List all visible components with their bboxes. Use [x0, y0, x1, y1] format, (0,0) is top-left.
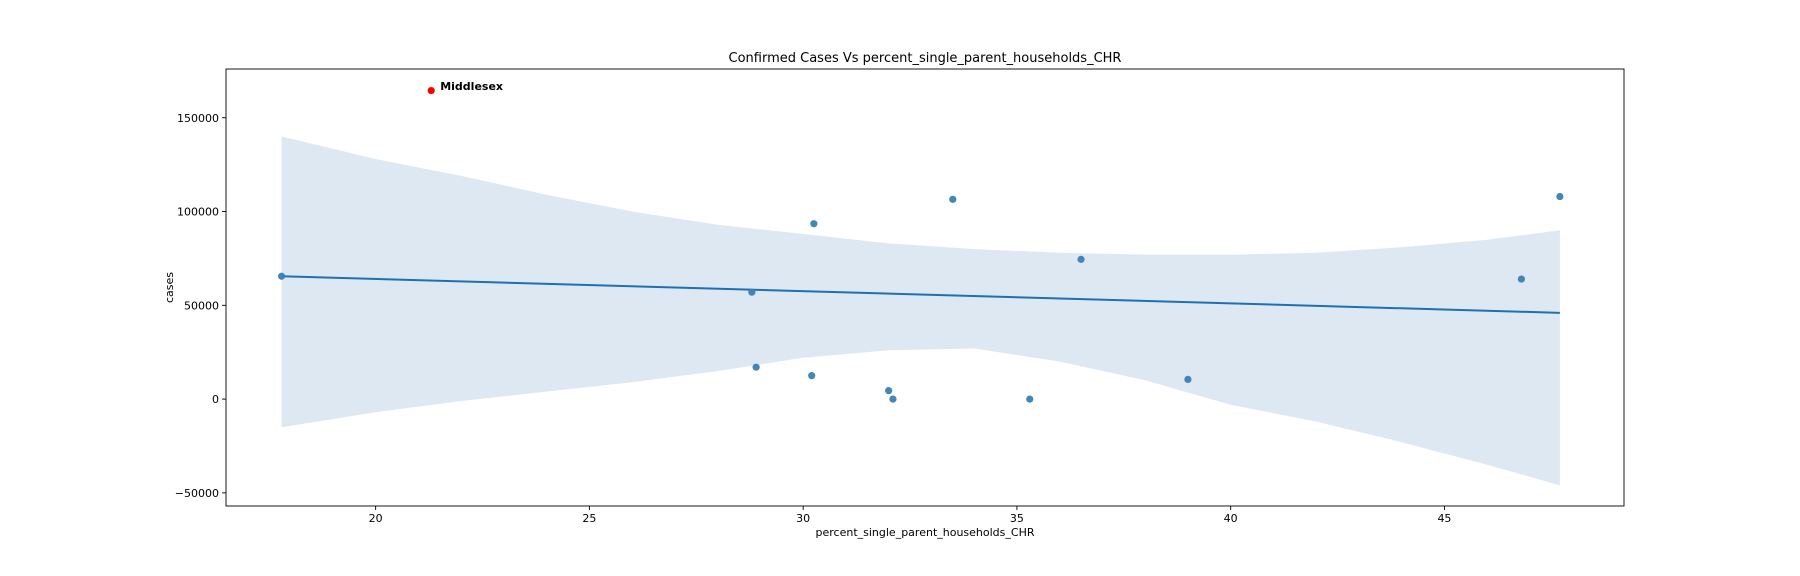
scatter-point: [1556, 192, 1564, 201]
highlight-label: Middlesex: [440, 80, 503, 93]
y-tick-label: 100000: [177, 206, 219, 219]
scatter-point: [748, 288, 756, 296]
scatter-point: [810, 220, 818, 228]
scatter-point: [949, 195, 957, 203]
highlight-point: [427, 86, 435, 95]
regression-line-layer: [281, 275, 1560, 314]
axes-layer: 20 25 30 35 40 45 −50000 0 50000 100000 150000: [175, 68, 1625, 525]
confidence-band-layer: [281, 136, 1560, 486]
regression-line: [281, 275, 1560, 314]
x-tick-label: 20: [369, 512, 383, 525]
scatter-point: [1517, 275, 1525, 283]
annotation-layer: Middlesex: [427, 80, 503, 95]
y-tick-label: 50000: [184, 299, 219, 312]
scatter-point: [1184, 375, 1192, 384]
y-tick-label: 150000: [177, 112, 219, 125]
y-tick-label: 0: [212, 393, 219, 406]
scatter-point: [889, 395, 897, 403]
scatter-point: [1077, 255, 1085, 263]
y-axis-label: cases: [163, 272, 176, 303]
scatter-point: [1026, 395, 1034, 403]
x-tick-label: 45: [1437, 512, 1451, 525]
x-tick-label: 40: [1224, 512, 1238, 525]
plot-frame: [225, 68, 1625, 507]
chart-title: Confirmed Cases Vs percent_single_parent…: [729, 51, 1122, 66]
x-tick-label: 30: [796, 512, 810, 525]
scatter-point: [808, 372, 816, 380]
scatter-points-layer: [277, 192, 1564, 403]
confidence-band: [281, 136, 1560, 486]
x-axis-label: percent_single_parent_households_CHR: [816, 526, 1035, 539]
x-tick-label: 35: [1010, 512, 1024, 525]
scatter-point: [277, 272, 286, 280]
scatter-point: [752, 363, 760, 371]
scatter-point: [885, 387, 893, 395]
y-tick-label: −50000: [175, 487, 219, 500]
x-tick-label: 25: [582, 512, 596, 525]
